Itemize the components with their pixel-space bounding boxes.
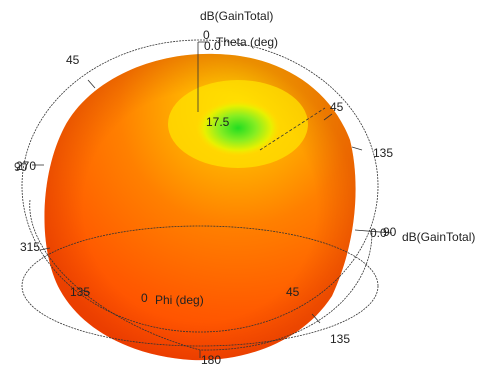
tick-45-bottom: 45 xyxy=(286,285,300,299)
tick-0-phi: 0 xyxy=(141,291,148,305)
z-zero-label: 0 xyxy=(203,28,210,42)
tick-135-bottom-right: 135 xyxy=(330,332,351,346)
peak-value-label: 17.5 xyxy=(206,115,230,129)
tick-90-right: 90 xyxy=(383,225,397,239)
axis-wireframe xyxy=(21,39,393,358)
theta-circle xyxy=(21,39,379,333)
tick-135-bottom-left: 135 xyxy=(70,285,91,299)
gain-pattern-surface xyxy=(44,53,356,361)
z-axis-title: dB(GainTotal) xyxy=(200,9,274,23)
tick-315-left: 315 xyxy=(20,240,41,254)
x-axis-title: dB(GainTotal) xyxy=(402,230,476,244)
tick-90-left: 90 xyxy=(14,160,28,174)
tick-135-right: 135 xyxy=(373,146,394,160)
phi-axis-title: Phi (deg) xyxy=(155,293,204,307)
tick-45-right: 45 xyxy=(330,100,344,114)
gain-zero-label: 0.0 xyxy=(204,39,221,53)
tick-45-top-left: 45 xyxy=(66,53,80,67)
tick-270-left: 270 xyxy=(16,159,37,173)
theta-axis-title: Theta (deg) xyxy=(216,35,279,49)
phi-circle xyxy=(21,225,379,347)
tick-0-right: 0.0 xyxy=(370,226,387,240)
tick-180-bottom: 180 xyxy=(201,353,222,367)
